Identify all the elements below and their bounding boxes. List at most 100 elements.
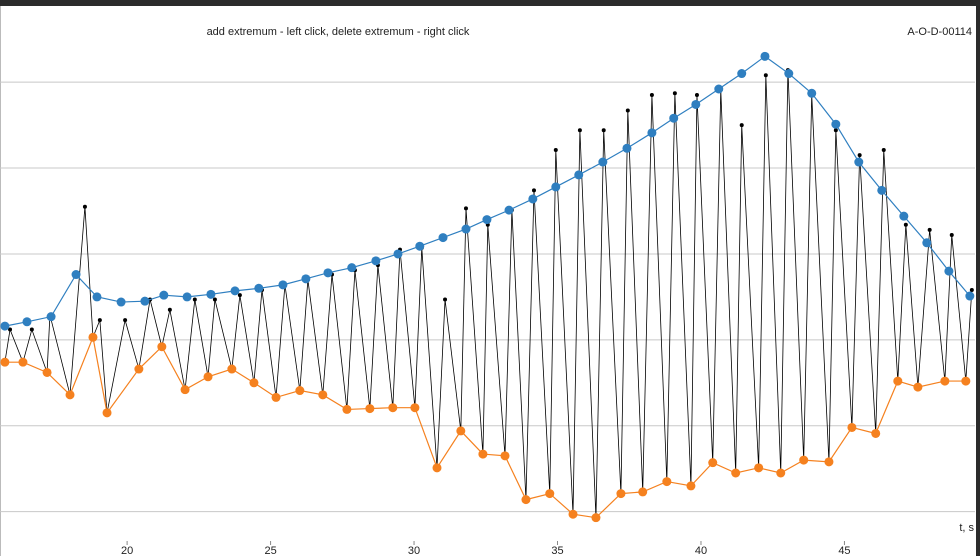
instruction-title: add extremum - left click, delete extrem… [207, 26, 470, 38]
extremum-point [461, 224, 471, 234]
extremum-point [691, 99, 701, 109]
extremum-point [71, 270, 81, 280]
extremum-point [871, 428, 881, 438]
extremum-point [899, 211, 909, 221]
extremum-point [893, 376, 903, 386]
extremum-point [157, 342, 167, 352]
signal-point [694, 93, 699, 98]
extremum-point [18, 357, 28, 367]
extremum-point [278, 280, 288, 290]
extremum-point [22, 317, 32, 327]
signal-point [763, 73, 768, 78]
extremum-point [342, 404, 352, 414]
signal-point [577, 128, 582, 133]
signal-point [123, 318, 128, 323]
signal-point [192, 297, 197, 302]
x-tick-label: 25 [264, 545, 276, 556]
extremum-point [88, 332, 98, 342]
extremum-point [203, 372, 213, 382]
x-tick-label: 35 [551, 545, 563, 556]
extremum-point [140, 296, 150, 306]
extremum-point [545, 489, 555, 499]
extremum-point [323, 268, 333, 278]
extremum-point [662, 477, 672, 487]
signal-point [97, 318, 102, 323]
signal-point [553, 147, 558, 152]
extremum-point [799, 455, 809, 465]
signal-point [625, 108, 630, 113]
extremum-point [365, 404, 375, 414]
extremum-point [482, 215, 492, 225]
signal-point [969, 288, 974, 293]
x-tick-label: 20 [121, 545, 133, 556]
extremum-point [965, 291, 975, 301]
extremum-point [598, 157, 608, 167]
extremum-point [831, 119, 841, 129]
extremum-point [913, 382, 923, 392]
extremum-point [568, 509, 578, 519]
extremum-point [42, 367, 52, 377]
extremum-point [182, 292, 192, 302]
extremum-point [227, 364, 237, 374]
extremum-point [686, 481, 696, 491]
extremum-point [249, 378, 259, 388]
signal-point [949, 233, 954, 238]
extremum-point [318, 390, 328, 400]
extremum-point [456, 426, 466, 436]
extremum-point [46, 312, 56, 322]
extremum-point [784, 69, 794, 79]
extremum-point [638, 487, 648, 497]
extremum-point [295, 386, 305, 396]
signal-point [672, 91, 677, 96]
extremum-point [574, 170, 584, 180]
extremum-point [301, 274, 311, 284]
extremum-point [824, 457, 834, 467]
extremum-point [922, 238, 932, 248]
signal-point [8, 327, 13, 332]
extremum-point [528, 194, 538, 204]
x-axis-label: t, s [959, 522, 974, 534]
extremum-point [206, 289, 216, 299]
signal-point [82, 204, 87, 209]
extremum-point [0, 321, 10, 331]
signal-point [531, 188, 536, 193]
extremum-point [877, 185, 887, 195]
extremum-point [940, 376, 950, 386]
extremum-point [847, 422, 857, 432]
extremum-point [438, 233, 448, 243]
extremum-point [415, 241, 425, 251]
extremum-point [388, 403, 398, 413]
extremum-point [478, 449, 488, 459]
extremum-point [180, 385, 190, 395]
extremum-point [647, 128, 657, 138]
extremum-point [116, 297, 126, 307]
extremum-point [961, 376, 971, 386]
extremum-point [393, 249, 403, 259]
extremum-point [500, 451, 510, 461]
extremum-point [669, 113, 679, 123]
extremum-point [854, 157, 864, 167]
extremum-point [616, 489, 626, 499]
signal-point [903, 222, 908, 227]
signal-point [833, 128, 838, 133]
extremum-point [371, 256, 381, 266]
extremum-point [92, 292, 102, 302]
extremum-point [776, 468, 786, 478]
signal-point [167, 307, 172, 312]
x-tick-label: 45 [838, 545, 850, 556]
extremum-point [714, 84, 724, 94]
signal-point [927, 227, 932, 232]
signal-point [463, 206, 468, 211]
x-tick-label: 40 [695, 545, 707, 556]
extremum-point [254, 283, 264, 293]
extremum-point [134, 364, 144, 374]
signal-point [857, 153, 862, 158]
signal-point [739, 123, 744, 128]
extremum-point [754, 463, 764, 473]
signal-point [881, 147, 886, 152]
extremum-point [432, 463, 442, 473]
extremum-point [347, 263, 357, 273]
x-tick-label: 30 [408, 545, 420, 556]
extremum-point [944, 266, 954, 276]
